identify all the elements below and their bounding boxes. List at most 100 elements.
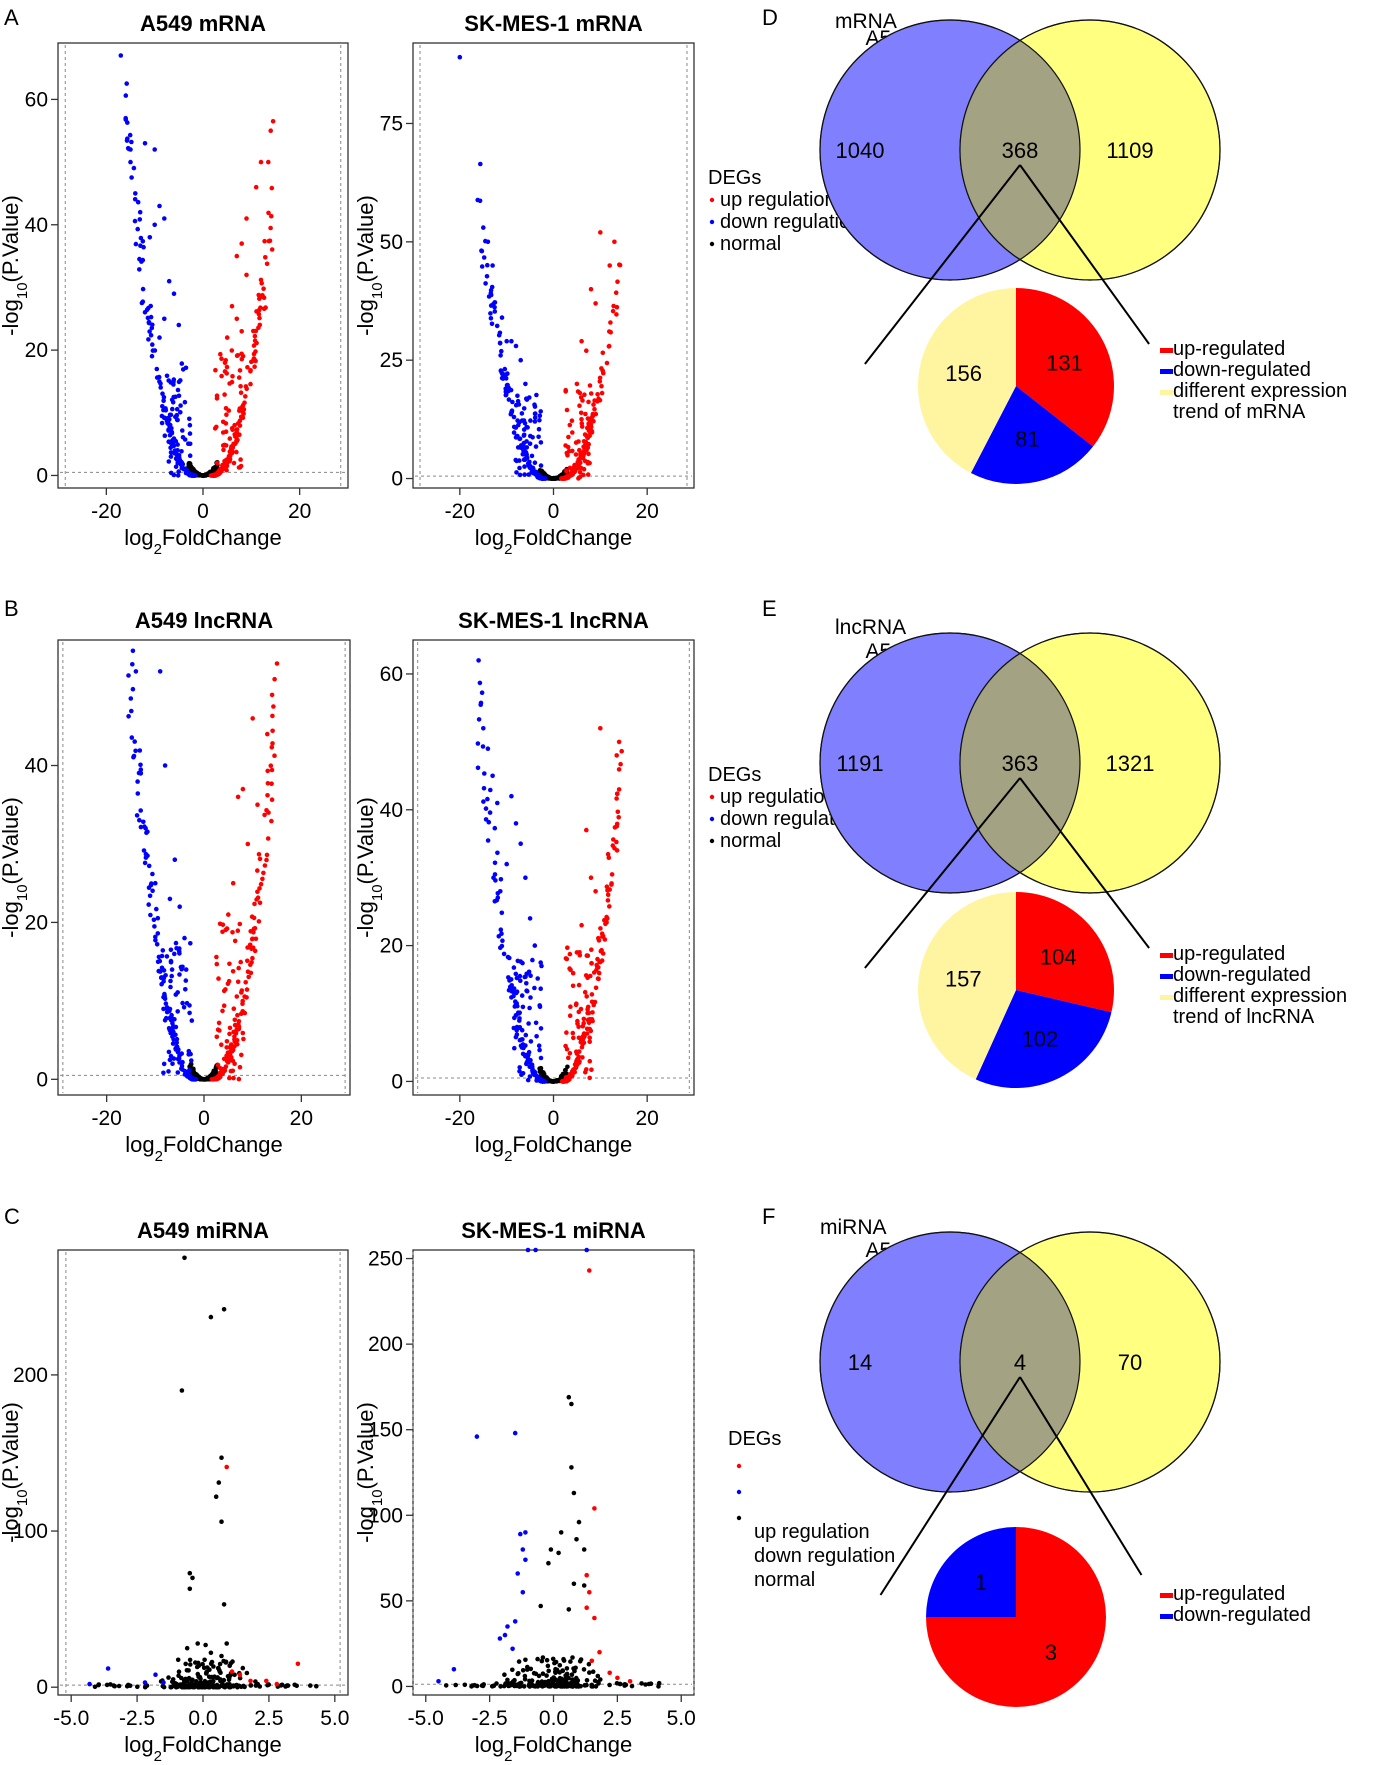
down-point [159, 420, 165, 426]
venn-overlap-count: 368 [1002, 138, 1039, 163]
down-point [149, 881, 154, 886]
down-point [523, 1557, 528, 1563]
down-point [169, 1012, 174, 1018]
legend-marker [736, 1515, 742, 1521]
normal-point [516, 1659, 522, 1664]
down-point [513, 402, 519, 408]
up-point [256, 292, 262, 298]
up-point [613, 290, 619, 296]
venn-overlap-count: 4 [1014, 1350, 1026, 1375]
down-point [147, 235, 153, 240]
up-point [240, 410, 246, 415]
up-point [249, 936, 255, 942]
normal-point [224, 1641, 229, 1646]
x-label-sub: 2 [504, 1148, 512, 1165]
up-point [264, 808, 269, 813]
down-point [503, 392, 509, 398]
down-point [146, 337, 151, 342]
down-point [527, 1005, 532, 1011]
y-label-part: (P.Value) [353, 797, 378, 884]
down-point [490, 263, 495, 268]
legend-label-up: up-regulated [1173, 338, 1285, 360]
down-point [140, 286, 146, 292]
up-point [577, 952, 583, 958]
down-point [167, 412, 173, 418]
venn-circle-left-outline [819, 19, 1081, 281]
pie-slice-up [1016, 288, 1114, 447]
down-point [137, 209, 143, 215]
up-point [248, 962, 253, 967]
up-point [264, 261, 270, 267]
down-point [133, 191, 138, 196]
down-point [479, 248, 485, 254]
legend-label-down: down-regulated [1173, 359, 1311, 381]
down-point [537, 418, 542, 423]
down-point [162, 433, 168, 439]
plot-title: A549 mRNA [140, 11, 266, 36]
up-point [238, 959, 243, 965]
pie-label-up: 131 [1046, 350, 1083, 375]
plot-frame [412, 42, 695, 489]
up-point [230, 880, 236, 886]
down-point [174, 1045, 180, 1051]
normal-point [596, 1681, 601, 1686]
up-point [583, 1069, 588, 1075]
legend-label-up: up-regulated [1173, 1583, 1285, 1605]
down-point [528, 1039, 534, 1044]
up-point [583, 973, 589, 978]
up-point [609, 881, 614, 886]
data-points [475, 658, 624, 1084]
down-point [511, 993, 516, 999]
up-point [267, 238, 273, 244]
down-point [479, 264, 485, 269]
down-point [526, 463, 531, 468]
up-point [236, 965, 241, 971]
down-point [523, 974, 528, 980]
normal-point [170, 1679, 175, 1684]
down-point [143, 851, 149, 857]
down-point [485, 262, 490, 268]
up-point [255, 889, 260, 895]
up-point [227, 454, 232, 459]
down-point [536, 434, 541, 440]
down-point [161, 1070, 166, 1076]
up-point [261, 306, 267, 312]
normal-point [656, 1680, 662, 1686]
down-point [520, 1004, 526, 1010]
normal-point [187, 1657, 193, 1663]
y-tick-label: 40 [25, 214, 48, 237]
up-point [619, 748, 624, 754]
down-point [500, 938, 505, 943]
down-point [153, 1672, 158, 1677]
up-point [573, 452, 579, 457]
down-point [130, 648, 136, 654]
pie-label-up: 104 [1040, 944, 1077, 969]
normal-point [469, 1684, 474, 1689]
up-point [262, 812, 267, 818]
up-point [226, 978, 232, 984]
down-point [148, 912, 153, 918]
up-point [618, 761, 623, 767]
down-point [524, 1061, 529, 1067]
up-point [265, 731, 270, 737]
down-point [534, 1034, 539, 1039]
down-point [146, 902, 151, 907]
up-point [224, 1053, 230, 1059]
down-point [531, 468, 537, 474]
up-point [253, 184, 259, 190]
up-point [602, 917, 607, 923]
normal-point [279, 1682, 285, 1688]
up-point [239, 329, 244, 334]
down-point [514, 975, 520, 981]
normal-point [192, 1683, 198, 1688]
up-point [219, 373, 224, 379]
down-point [183, 978, 189, 983]
x-tick-label: 2.5 [603, 1707, 632, 1730]
down-point [159, 981, 164, 987]
up-point [584, 1572, 589, 1578]
up-point [220, 430, 226, 435]
y-tick-label: 40 [25, 755, 48, 778]
up-point [269, 745, 275, 750]
x-tick-label: 0.0 [188, 1707, 217, 1730]
up-point [588, 875, 594, 880]
